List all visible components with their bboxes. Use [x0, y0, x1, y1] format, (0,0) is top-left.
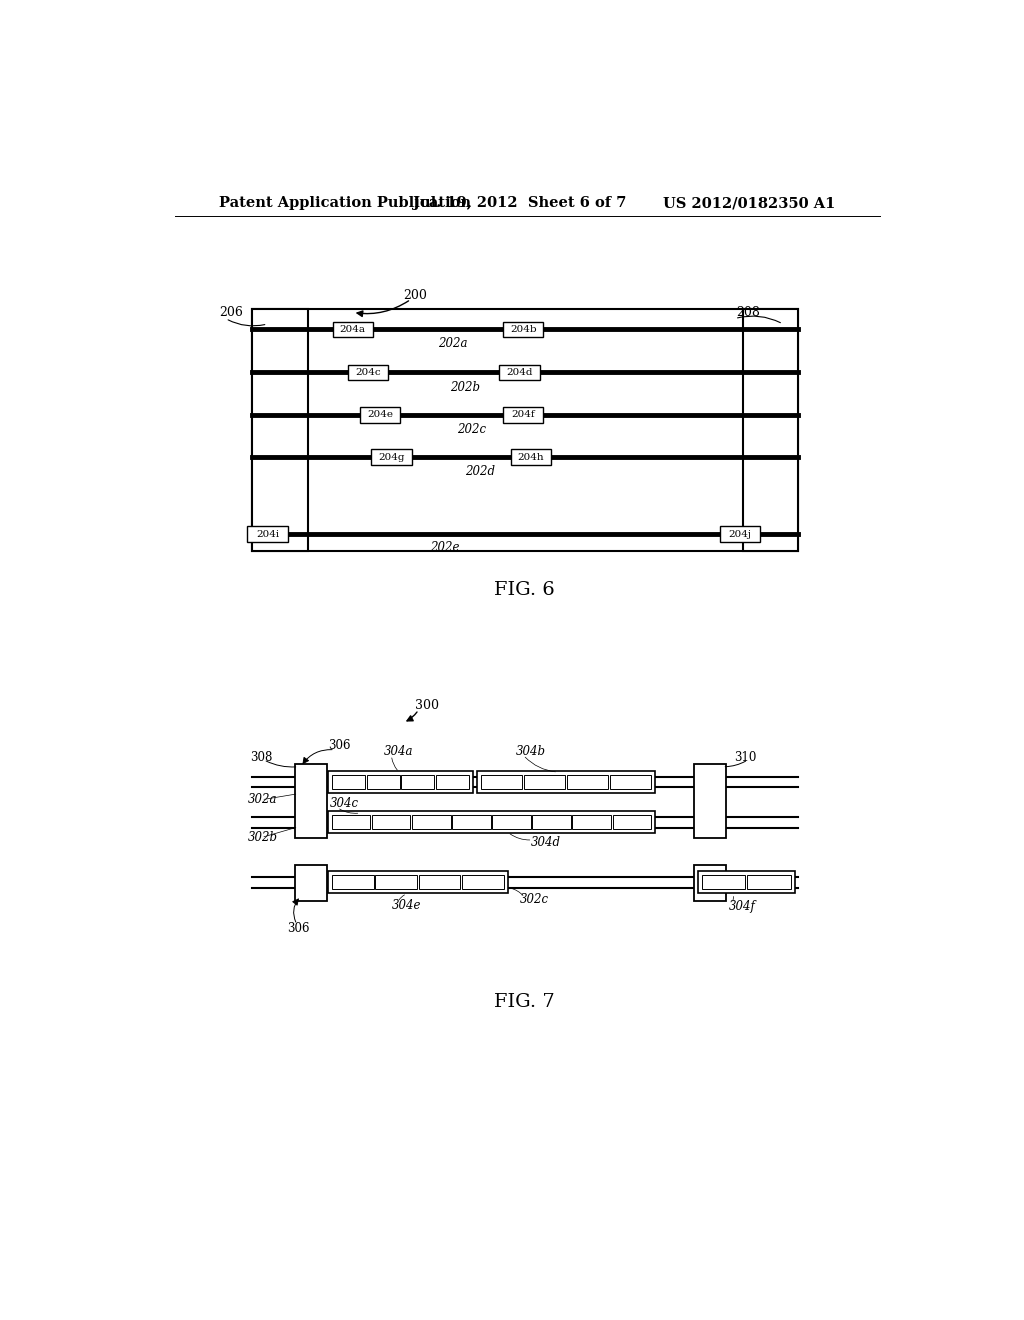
FancyBboxPatch shape [720, 527, 761, 543]
Text: 204c: 204c [355, 368, 381, 378]
Bar [295, 866, 328, 902]
Bar [523, 775, 565, 789]
Text: 200: 200 [403, 289, 427, 302]
Bar [746, 875, 791, 890]
FancyBboxPatch shape [503, 407, 544, 422]
Bar [612, 816, 651, 829]
FancyBboxPatch shape [359, 407, 400, 422]
Bar [295, 764, 328, 838]
Text: FIG. 7: FIG. 7 [495, 993, 555, 1011]
Bar [401, 775, 434, 789]
Text: 302c: 302c [519, 894, 549, 907]
Text: 204f: 204f [511, 411, 536, 420]
Text: US 2012/0182350 A1: US 2012/0182350 A1 [663, 197, 836, 210]
Text: 204e: 204e [367, 411, 393, 420]
Bar [372, 816, 411, 829]
Text: 204d: 204d [506, 368, 532, 378]
FancyBboxPatch shape [248, 527, 288, 543]
Text: 202a: 202a [438, 337, 468, 350]
Bar [367, 775, 399, 789]
Bar [693, 866, 726, 902]
Bar [252, 309, 308, 552]
Text: Jul. 19, 2012  Sheet 6 of 7: Jul. 19, 2012 Sheet 6 of 7 [414, 197, 627, 210]
Bar [480, 775, 522, 789]
Bar [328, 771, 473, 793]
Text: 304f: 304f [729, 900, 756, 913]
Text: 310: 310 [734, 751, 757, 764]
FancyBboxPatch shape [503, 322, 544, 337]
Text: 306: 306 [328, 739, 350, 751]
Bar [328, 871, 508, 892]
Text: 308: 308 [251, 751, 272, 764]
Text: 304b: 304b [515, 744, 546, 758]
Text: 204g: 204g [378, 453, 404, 462]
Text: FIG. 6: FIG. 6 [495, 581, 555, 598]
Text: 304a: 304a [384, 744, 414, 758]
Bar [493, 816, 530, 829]
Text: 304c: 304c [330, 797, 358, 810]
Bar [332, 816, 371, 829]
Bar [462, 875, 504, 890]
Bar [742, 309, 799, 552]
Text: Patent Application Publication: Patent Application Publication [219, 197, 471, 210]
Text: 302b: 302b [248, 832, 279, 843]
Bar [419, 875, 461, 890]
Text: 304d: 304d [531, 836, 561, 849]
Bar [697, 871, 795, 892]
Bar [477, 771, 655, 793]
Bar [532, 816, 571, 829]
Text: 206: 206 [219, 306, 244, 319]
Text: 202c: 202c [458, 422, 486, 436]
Bar [332, 775, 365, 789]
Bar [453, 816, 490, 829]
FancyBboxPatch shape [500, 364, 540, 380]
Text: 204a: 204a [340, 325, 366, 334]
Text: 202d: 202d [465, 465, 496, 478]
Bar [566, 775, 608, 789]
Bar [436, 775, 469, 789]
Text: 304e: 304e [391, 899, 421, 912]
Bar [252, 309, 799, 552]
Bar [572, 816, 611, 829]
Text: 302a: 302a [248, 792, 278, 805]
Bar [332, 875, 374, 890]
FancyBboxPatch shape [333, 322, 373, 337]
Text: 204h: 204h [518, 453, 545, 462]
Bar [693, 764, 726, 838]
Text: 202b: 202b [450, 380, 479, 393]
FancyBboxPatch shape [348, 364, 388, 380]
Text: 208: 208 [736, 306, 760, 319]
Text: 204i: 204i [256, 529, 280, 539]
Text: 306: 306 [287, 921, 309, 935]
Bar [701, 875, 745, 890]
Text: 204b: 204b [510, 325, 537, 334]
Bar [328, 812, 655, 833]
Text: 204j: 204j [729, 529, 752, 539]
FancyBboxPatch shape [511, 449, 551, 465]
Text: 202e: 202e [430, 541, 460, 554]
Text: 300: 300 [415, 698, 438, 711]
FancyBboxPatch shape [372, 449, 412, 465]
Bar [609, 775, 651, 789]
Bar [412, 816, 451, 829]
Bar [375, 875, 417, 890]
